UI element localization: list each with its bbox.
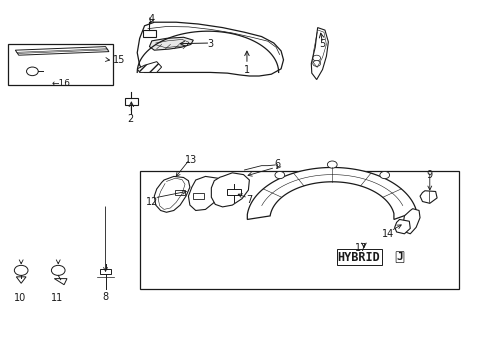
- Text: 7: 7: [246, 195, 252, 205]
- Bar: [226, 189, 240, 195]
- Polygon shape: [15, 46, 109, 55]
- Text: 10: 10: [14, 293, 26, 303]
- Text: 12: 12: [145, 197, 158, 207]
- Circle shape: [312, 60, 320, 66]
- Polygon shape: [419, 191, 436, 203]
- Polygon shape: [394, 220, 409, 234]
- Bar: [100, 269, 111, 274]
- Text: 3: 3: [207, 39, 213, 49]
- Circle shape: [14, 265, 28, 275]
- Text: 2: 2: [126, 114, 133, 124]
- Polygon shape: [188, 176, 222, 211]
- Text: 8: 8: [102, 292, 108, 302]
- Text: 13: 13: [184, 155, 197, 165]
- Polygon shape: [137, 22, 283, 76]
- Polygon shape: [137, 62, 161, 72]
- Circle shape: [312, 55, 320, 61]
- Bar: [8, 44, 113, 85]
- Polygon shape: [149, 37, 193, 50]
- Polygon shape: [247, 167, 416, 220]
- Text: J: J: [396, 252, 403, 262]
- Text: 1: 1: [244, 64, 249, 75]
- Bar: [175, 190, 184, 195]
- Polygon shape: [154, 176, 189, 212]
- Text: HYBRID: HYBRID: [337, 251, 380, 264]
- Circle shape: [327, 161, 336, 168]
- Text: 11: 11: [51, 293, 63, 303]
- Text: 15: 15: [113, 55, 125, 65]
- Bar: [140, 171, 458, 289]
- Polygon shape: [311, 28, 328, 80]
- Polygon shape: [54, 279, 67, 285]
- Circle shape: [26, 67, 38, 76]
- Circle shape: [379, 171, 389, 179]
- Bar: [124, 98, 138, 105]
- Text: 6: 6: [274, 159, 280, 169]
- Bar: [142, 30, 156, 37]
- Text: 5: 5: [319, 40, 325, 49]
- Text: ←16: ←16: [52, 79, 71, 88]
- Polygon shape: [402, 209, 419, 234]
- Polygon shape: [16, 277, 26, 283]
- Bar: [193, 193, 203, 199]
- Text: 17: 17: [355, 243, 367, 253]
- Text: 14: 14: [382, 229, 394, 239]
- Text: 9: 9: [426, 170, 432, 180]
- Polygon shape: [211, 173, 249, 207]
- Text: 4: 4: [148, 14, 155, 24]
- Circle shape: [51, 265, 65, 275]
- Circle shape: [274, 171, 284, 179]
